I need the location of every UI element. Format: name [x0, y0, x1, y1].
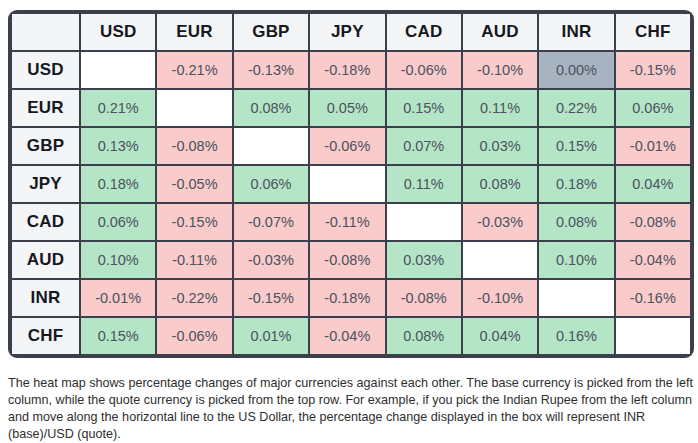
heatmap-cell-eur-usd[interactable]: 0.21%	[80, 89, 156, 127]
heatmap-body: USD-0.21%-0.13%-0.18%-0.06%-0.10%0.00%-0…	[11, 51, 691, 355]
heatmap-cell-gbp-gbp	[233, 127, 309, 165]
column-header-cad[interactable]: CAD	[386, 13, 462, 51]
row-header-inr[interactable]: INR	[11, 279, 80, 317]
heatmap-cell-cad-gbp[interactable]: -0.07%	[233, 203, 309, 241]
heatmap-cell-gbp-inr[interactable]: 0.15%	[538, 127, 614, 165]
heatmap-cell-jpy-eur[interactable]: -0.05%	[156, 165, 232, 203]
heatmap-cell-inr-usd[interactable]: -0.01%	[80, 279, 156, 317]
heatmap-cell-gbp-cad[interactable]: 0.07%	[386, 127, 462, 165]
row-header-aud[interactable]: AUD	[11, 241, 80, 279]
column-header-eur[interactable]: EUR	[156, 13, 232, 51]
heatmap-cell-chf-gbp[interactable]: 0.01%	[233, 317, 309, 355]
heatmap-cell-aud-cad[interactable]: 0.03%	[386, 241, 462, 279]
heatmap-cell-cad-aud[interactable]: -0.03%	[462, 203, 538, 241]
row-header-chf[interactable]: CHF	[11, 317, 80, 355]
table-row-aud: AUD0.10%-0.11%-0.03%-0.08%0.03%0.10%-0.0…	[11, 241, 691, 279]
heatmap-cell-aud-inr[interactable]: 0.10%	[538, 241, 614, 279]
currency-heatmap-table: USDEURGBPJPYCADAUDINRCHF USD-0.21%-0.13%…	[10, 12, 692, 356]
heatmap-cell-jpy-cad[interactable]: 0.11%	[386, 165, 462, 203]
heatmap-cell-inr-chf[interactable]: -0.16%	[615, 279, 691, 317]
column-header-usd[interactable]: USD	[80, 13, 156, 51]
heatmap-cell-chf-chf	[615, 317, 691, 355]
heatmap-cell-cad-usd[interactable]: 0.06%	[80, 203, 156, 241]
heatmap-cell-jpy-chf[interactable]: 0.04%	[615, 165, 691, 203]
column-header-gbp[interactable]: GBP	[233, 13, 309, 51]
heatmap-cell-inr-gbp[interactable]: -0.15%	[233, 279, 309, 317]
heatmap-cell-gbp-chf[interactable]: -0.01%	[615, 127, 691, 165]
heatmap-cell-usd-inr[interactable]: 0.00%	[538, 51, 614, 89]
table-row-eur: EUR0.21% 0.08%0.05%0.15%0.11%0.22%0.06%	[11, 89, 691, 127]
heatmap-cell-gbp-eur[interactable]: -0.08%	[156, 127, 232, 165]
heatmap-cell-aud-gbp[interactable]: -0.03%	[233, 241, 309, 279]
row-header-cad[interactable]: CAD	[11, 203, 80, 241]
heatmap-cell-jpy-jpy	[309, 165, 385, 203]
heatmap-cell-eur-cad[interactable]: 0.15%	[386, 89, 462, 127]
row-header-jpy[interactable]: JPY	[11, 165, 80, 203]
heatmap-cell-chf-eur[interactable]: -0.06%	[156, 317, 232, 355]
heatmap-cell-jpy-inr[interactable]: 0.18%	[538, 165, 614, 203]
column-header-jpy[interactable]: JPY	[309, 13, 385, 51]
heatmap-cell-chf-inr[interactable]: 0.16%	[538, 317, 614, 355]
heatmap-cell-jpy-gbp[interactable]: 0.06%	[233, 165, 309, 203]
heatmap-cell-gbp-jpy[interactable]: -0.06%	[309, 127, 385, 165]
heatmap-cell-jpy-aud[interactable]: 0.08%	[462, 165, 538, 203]
header-row: USDEURGBPJPYCADAUDINRCHF	[11, 13, 691, 51]
table-row-inr: INR-0.01%-0.22%-0.15%-0.18%-0.08%-0.10% -…	[11, 279, 691, 317]
table-row-jpy: JPY0.18%-0.05%0.06%0.11%0.08%0.18%0.04%	[11, 165, 691, 203]
heatmap-cell-usd-aud[interactable]: -0.10%	[462, 51, 538, 89]
heatmap-cell-inr-cad[interactable]: -0.08%	[386, 279, 462, 317]
row-header-eur[interactable]: EUR	[11, 89, 80, 127]
heatmap-cell-aud-usd[interactable]: 0.10%	[80, 241, 156, 279]
heatmap-cell-aud-chf[interactable]: -0.04%	[615, 241, 691, 279]
heatmap-cell-gbp-usd[interactable]: 0.13%	[80, 127, 156, 165]
heatmap-cell-eur-chf[interactable]: 0.06%	[615, 89, 691, 127]
heatmap-cell-usd-chf[interactable]: -0.15%	[615, 51, 691, 89]
heatmap-cell-usd-jpy[interactable]: -0.18%	[309, 51, 385, 89]
table-row-cad: CAD0.06%-0.15%-0.07%-0.11% -0.03%0.08%-0.…	[11, 203, 691, 241]
heatmap-cell-inr-inr	[538, 279, 614, 317]
heatmap-cell-chf-jpy[interactable]: -0.04%	[309, 317, 385, 355]
heatmap-cell-eur-inr[interactable]: 0.22%	[538, 89, 614, 127]
row-header-usd[interactable]: USD	[11, 51, 80, 89]
heatmap-cell-inr-aud[interactable]: -0.10%	[462, 279, 538, 317]
corner-cell	[11, 13, 80, 51]
row-header-gbp[interactable]: GBP	[11, 127, 80, 165]
table-row-chf: CHF0.15%-0.06%0.01%-0.04%0.08%0.04%0.16%	[11, 317, 691, 355]
heatmap-cell-eur-jpy[interactable]: 0.05%	[309, 89, 385, 127]
heatmap-cell-cad-chf[interactable]: -0.08%	[615, 203, 691, 241]
heatmap-cell-inr-eur[interactable]: -0.22%	[156, 279, 232, 317]
heatmap-cell-chf-aud[interactable]: 0.04%	[462, 317, 538, 355]
heatmap-cell-aud-aud	[462, 241, 538, 279]
table-row-gbp: GBP0.13%-0.08% -0.06%0.07%0.03%0.15%-0.01…	[11, 127, 691, 165]
column-header-chf[interactable]: CHF	[615, 13, 691, 51]
heatmap-cell-cad-cad	[386, 203, 462, 241]
heatmap-cell-chf-cad[interactable]: 0.08%	[386, 317, 462, 355]
heatmap-cell-chf-usd[interactable]: 0.15%	[80, 317, 156, 355]
heatmap-cell-inr-jpy[interactable]: -0.18%	[309, 279, 385, 317]
heatmap-cell-cad-eur[interactable]: -0.15%	[156, 203, 232, 241]
heatmap-description: The heat map shows percentage changes of…	[8, 375, 698, 443]
heatmap-cell-cad-jpy[interactable]: -0.11%	[309, 203, 385, 241]
currency-heatmap: USDEURGBPJPYCADAUDINRCHF USD-0.21%-0.13%…	[8, 10, 694, 358]
column-header-aud[interactable]: AUD	[462, 13, 538, 51]
heatmap-cell-gbp-aud[interactable]: 0.03%	[462, 127, 538, 165]
heatmap-cell-usd-usd	[80, 51, 156, 89]
heatmap-cell-cad-inr[interactable]: 0.08%	[538, 203, 614, 241]
heatmap-cell-usd-cad[interactable]: -0.06%	[386, 51, 462, 89]
heatmap-cell-aud-jpy[interactable]: -0.08%	[309, 241, 385, 279]
heatmap-cell-jpy-usd[interactable]: 0.18%	[80, 165, 156, 203]
heatmap-cell-aud-eur[interactable]: -0.11%	[156, 241, 232, 279]
heatmap-cell-eur-eur	[156, 89, 232, 127]
table-row-usd: USD -0.21%-0.13%-0.18%-0.06%-0.10%0.00%-0…	[11, 51, 691, 89]
column-header-inr[interactable]: INR	[538, 13, 614, 51]
heatmap-cell-eur-aud[interactable]: 0.11%	[462, 89, 538, 127]
heatmap-cell-usd-gbp[interactable]: -0.13%	[233, 51, 309, 89]
heatmap-cell-usd-eur[interactable]: -0.21%	[156, 51, 232, 89]
heatmap-cell-eur-gbp[interactable]: 0.08%	[233, 89, 309, 127]
